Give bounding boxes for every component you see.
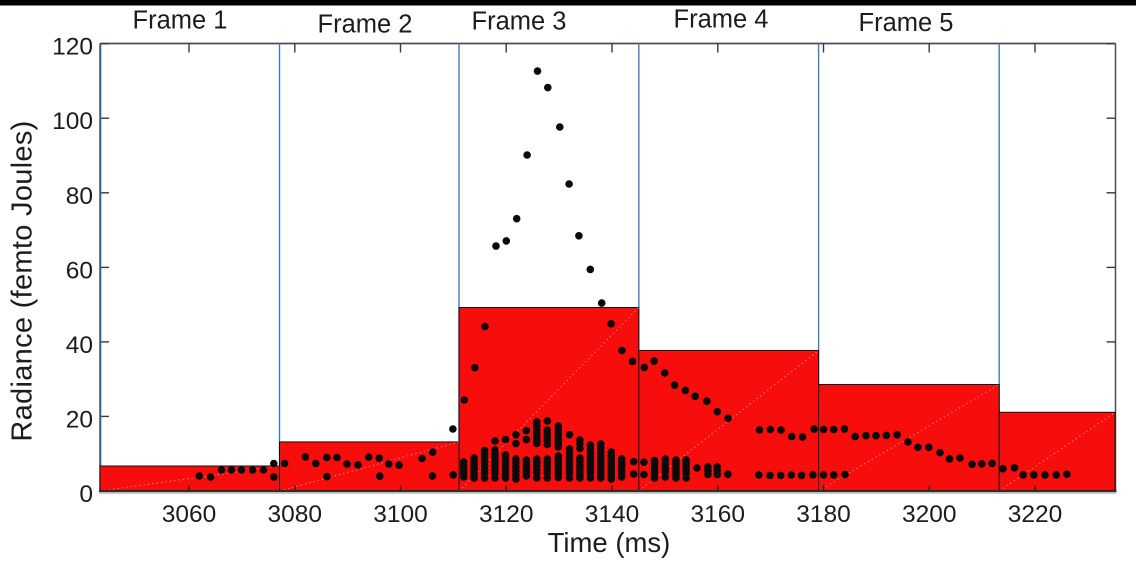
svg-text:20: 20 — [66, 406, 93, 433]
svg-text:80: 80 — [66, 183, 93, 210]
svg-text:Time (ms): Time (ms) — [548, 527, 671, 558]
svg-text:Radiance (femto Joules): Radiance (femto Joules) — [7, 120, 39, 441]
svg-text:Frame 2: Frame 2 — [318, 11, 413, 39]
svg-text:3180: 3180 — [796, 501, 851, 528]
svg-text:40: 40 — [66, 332, 93, 359]
svg-text:Frame 1: Frame 1 — [133, 7, 228, 35]
svg-text:3200: 3200 — [902, 501, 957, 528]
svg-text:Frame 5: Frame 5 — [859, 9, 954, 37]
svg-text:3220: 3220 — [1008, 501, 1063, 528]
svg-text:3160: 3160 — [691, 501, 746, 528]
svg-text:0: 0 — [79, 481, 93, 508]
svg-text:3120: 3120 — [479, 501, 534, 528]
svg-text:Frame 4: Frame 4 — [674, 6, 769, 34]
svg-text:120: 120 — [52, 34, 93, 61]
svg-text:60: 60 — [66, 257, 93, 284]
svg-text:3060: 3060 — [162, 501, 217, 528]
svg-text:3080: 3080 — [268, 501, 323, 528]
svg-text:3140: 3140 — [585, 501, 640, 528]
svg-text:3100: 3100 — [373, 501, 428, 528]
svg-text:Frame 3: Frame 3 — [472, 8, 567, 36]
svg-text:100: 100 — [52, 108, 93, 135]
